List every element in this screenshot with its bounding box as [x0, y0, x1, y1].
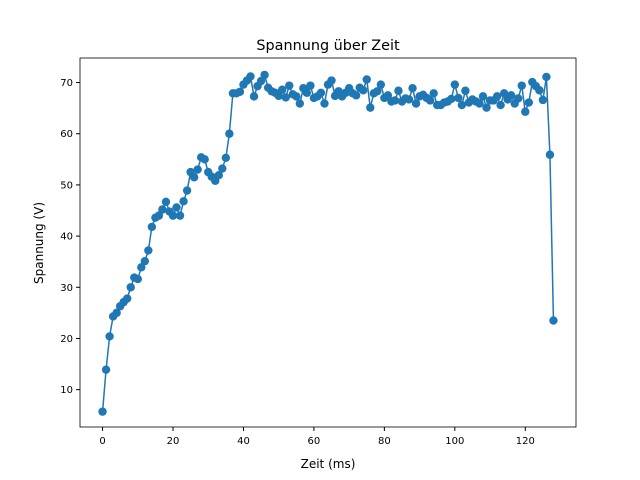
data-point — [126, 283, 135, 292]
data-point — [112, 308, 121, 318]
data-point — [506, 91, 516, 100]
data-point — [140, 256, 150, 266]
data-point — [260, 70, 269, 80]
data-point — [306, 81, 315, 90]
data-point — [425, 96, 435, 105]
data-point — [327, 76, 336, 85]
data-point — [256, 76, 266, 86]
chart-title: Spannung über Zeit — [256, 38, 400, 54]
data-point — [521, 107, 530, 116]
plot-area: 0 20 40 60 80 100 120 10 20 30 40 50 60 70 — [60, 57, 577, 447]
data-point — [278, 85, 287, 94]
data-point — [302, 88, 312, 98]
data-point — [158, 205, 167, 214]
data-point — [478, 92, 488, 101]
data-point — [390, 96, 400, 105]
data-point — [292, 92, 301, 101]
data-point — [535, 86, 544, 95]
x-tick-label: 0 — [99, 436, 105, 447]
data-point — [189, 173, 199, 182]
data-point — [450, 80, 460, 89]
data-point — [218, 164, 227, 173]
data-point — [366, 103, 375, 112]
data-point — [351, 91, 361, 100]
data-point — [517, 81, 526, 90]
data-point — [123, 294, 132, 303]
data-point — [394, 86, 403, 95]
data-point — [316, 88, 326, 98]
data-point — [373, 87, 382, 96]
data-point — [545, 150, 555, 159]
data-point — [249, 92, 259, 101]
data-point — [225, 129, 234, 138]
data-point — [147, 222, 157, 232]
data-point — [383, 91, 393, 100]
x-tick-label: 20 — [167, 436, 180, 447]
y-tick-label: 50 — [60, 180, 73, 191]
data-point — [168, 211, 178, 220]
data-point — [200, 155, 209, 164]
data-point — [221, 153, 231, 162]
x-tick-label: 100 — [445, 436, 464, 447]
data-point — [514, 94, 523, 103]
data-point — [475, 99, 484, 108]
data-point — [274, 91, 283, 101]
data-point — [105, 332, 114, 341]
data-point — [246, 72, 255, 81]
data-point — [193, 165, 202, 174]
data-point — [320, 99, 329, 108]
data-point — [376, 80, 386, 89]
data-point — [144, 246, 153, 255]
y-tick-label: 70 — [60, 78, 73, 89]
data-point — [285, 81, 294, 90]
data-point — [172, 203, 181, 212]
y-tick-label: 40 — [60, 232, 73, 243]
data-point — [538, 95, 548, 105]
data-point — [359, 86, 368, 95]
y-tick-label: 30 — [60, 283, 73, 294]
data-point — [101, 365, 111, 374]
x-axis-label: Zeit (ms) — [301, 457, 356, 471]
data-point — [137, 263, 146, 272]
x-tick-label: 60 — [308, 436, 321, 447]
data-point — [454, 93, 463, 103]
x-tick-label: 40 — [237, 436, 250, 447]
data-point — [404, 95, 414, 104]
data-point — [281, 93, 290, 102]
data-point — [98, 407, 107, 416]
data-point — [447, 94, 456, 104]
data-point — [461, 86, 470, 95]
data-point — [295, 99, 305, 108]
data-point — [429, 89, 438, 98]
x-tick-label: 120 — [516, 436, 535, 447]
y-tick-label: 60 — [60, 129, 73, 140]
data-point — [179, 197, 188, 206]
data-point — [496, 100, 505, 110]
data-point — [499, 89, 509, 98]
data-point — [154, 211, 164, 220]
data-point — [457, 100, 467, 110]
data-point — [214, 171, 223, 180]
data-point — [411, 99, 421, 108]
data-point — [161, 197, 171, 207]
data-point — [235, 87, 245, 96]
data-point — [549, 316, 558, 325]
data-point — [492, 92, 502, 101]
data-point — [182, 186, 192, 195]
axes-frame — [79, 57, 577, 428]
data-point — [408, 84, 417, 93]
data-point — [524, 98, 533, 107]
data-point — [542, 72, 551, 82]
data-point — [362, 75, 371, 84]
y-tick-label: 20 — [60, 334, 73, 345]
data-point — [175, 211, 185, 220]
y-tick-label: 10 — [60, 385, 73, 396]
y-axis-label: Spannung (V) — [32, 202, 46, 284]
x-tick-label: 80 — [378, 436, 391, 447]
data-point — [482, 103, 491, 112]
data-point — [133, 274, 142, 284]
